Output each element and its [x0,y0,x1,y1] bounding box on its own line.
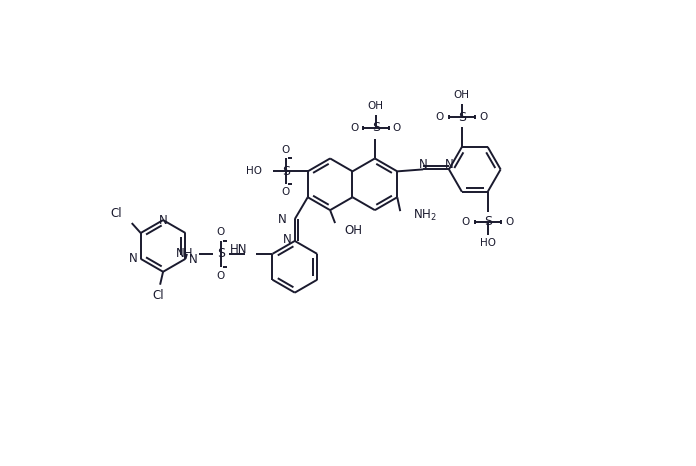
Text: Cl: Cl [110,206,122,219]
Text: S: S [372,121,380,134]
Text: S: S [216,247,225,260]
Text: HO: HO [246,166,262,176]
Text: N: N [129,253,138,265]
Text: O: O [505,217,514,226]
Text: O: O [436,112,444,122]
Text: NH: NH [175,247,193,260]
Text: HO: HO [480,239,496,248]
Text: OH: OH [454,90,470,100]
Text: N: N [189,254,197,267]
Text: O: O [351,123,359,133]
Text: N: N [445,158,453,171]
Text: N: N [419,158,427,171]
Text: O: O [282,145,290,156]
Text: O: O [393,123,401,133]
Text: S: S [484,215,491,228]
Text: HN: HN [230,243,248,256]
Text: O: O [216,271,225,281]
Text: S: S [282,165,290,178]
Text: O: O [216,227,225,237]
Text: Cl: Cl [152,289,164,302]
Text: O: O [461,217,470,226]
Text: N: N [278,212,287,226]
Text: S: S [458,111,466,123]
Text: N: N [159,213,168,226]
Text: OH: OH [344,224,362,237]
Text: NH$_2$: NH$_2$ [413,207,437,223]
Text: O: O [480,112,488,122]
Text: N: N [283,233,292,247]
Text: O: O [282,187,290,197]
Text: OH: OH [368,101,384,111]
